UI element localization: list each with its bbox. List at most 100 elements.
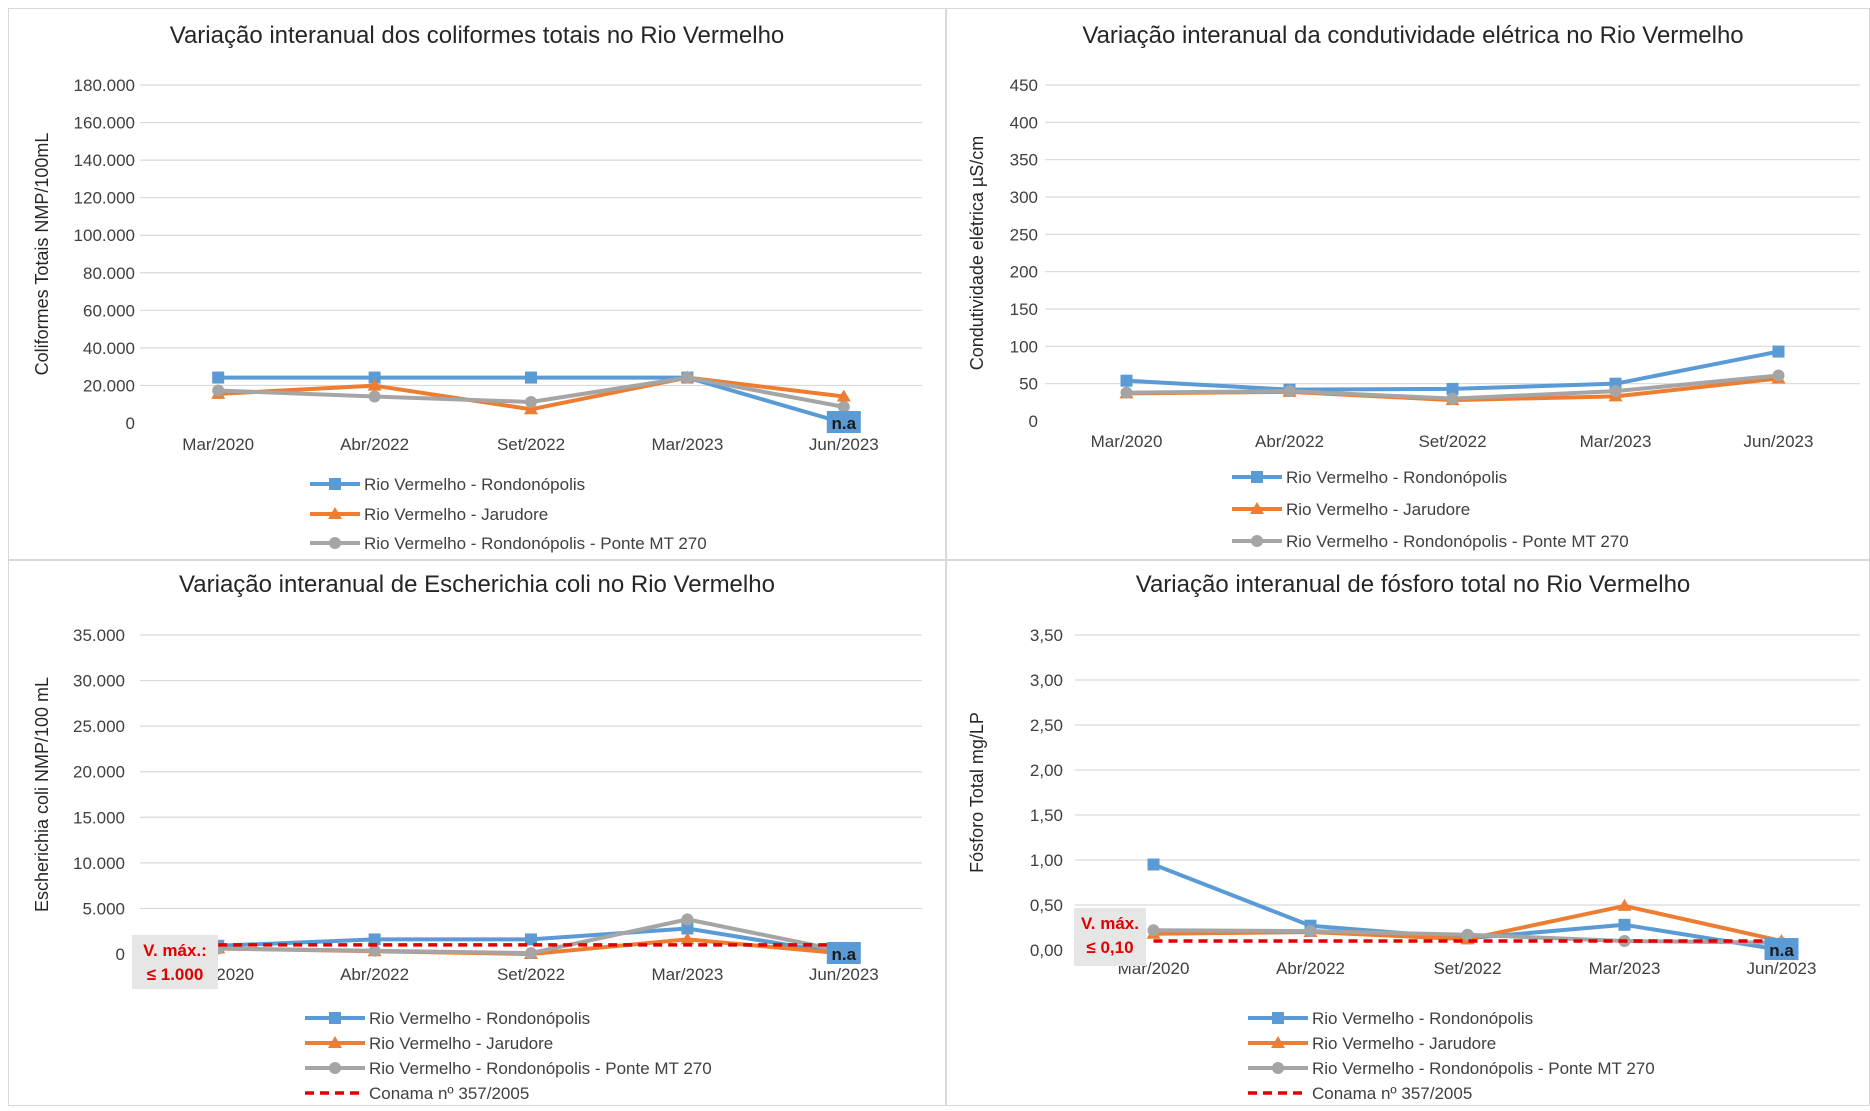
legend-marker — [329, 478, 341, 490]
data-point — [680, 932, 695, 945]
legend-marker — [328, 507, 342, 519]
data-point — [368, 371, 381, 384]
data-point — [368, 390, 381, 403]
y-tick-label: 120.000 — [74, 189, 135, 208]
data-point — [1304, 925, 1317, 938]
y-tick-label: 160.000 — [74, 114, 135, 133]
data-point — [1120, 374, 1133, 387]
y-tick-label: 30.000 — [73, 672, 125, 691]
chart-fosforo: Variação interanual de fósforo total no … — [967, 571, 1860, 1103]
y-tick-label: 400 — [1010, 113, 1038, 132]
x-tick-label: Abr/2022 — [1276, 959, 1345, 978]
data-point — [368, 944, 381, 957]
y-tick-label: 350 — [1010, 151, 1038, 170]
x-tick-label: Abr/2022 — [1255, 432, 1324, 451]
x-tick-label: Mar/2023 — [1580, 432, 1652, 451]
y-tick-label: 3,50 — [1030, 626, 1063, 645]
x-tick-label: Jun/2023 — [1747, 959, 1817, 978]
y-tick-label: 1,00 — [1030, 851, 1063, 870]
x-tick-label: Mar/2023 — [1589, 959, 1661, 978]
data-point — [1147, 858, 1160, 871]
data-point — [1461, 928, 1474, 941]
legend-label: Rio Vermelho - Rondonópolis — [369, 1009, 590, 1028]
y-axis-label: Coliformes Totais NMP/100mL — [32, 133, 52, 376]
y-tick-label: 200 — [1010, 263, 1038, 282]
y-tick-label: 2,50 — [1030, 716, 1063, 735]
na-label: n.a — [832, 945, 857, 964]
chart-title: Variação interanual dos coliformes totai… — [170, 22, 785, 49]
na-label-box — [1764, 938, 1799, 960]
y-tick-label: 0,50 — [1030, 896, 1063, 915]
legend-label: Rio Vermelho - Rondonópolis — [364, 475, 585, 494]
na-label: n.a — [1769, 941, 1794, 960]
legend-label: Conama nº 357/2005 — [369, 1084, 529, 1103]
legend-label: Rio Vermelho - Rondonópolis — [1286, 468, 1507, 487]
data-point — [525, 947, 537, 960]
data-point — [525, 371, 537, 384]
data-point — [525, 395, 537, 408]
chart-title: Variação interanual de Escherichia coli … — [179, 571, 775, 598]
y-tick-label: 250 — [1010, 225, 1038, 244]
data-point — [836, 389, 851, 402]
data-point — [1446, 382, 1459, 395]
y-axis-label: Escherichia coli NMP/100 mL — [32, 677, 52, 912]
chart-ecoli: Variação interanual de Escherichia coli … — [32, 571, 922, 1103]
chart-panel-fosforo — [946, 560, 1870, 1106]
legend-label: Rio Vermelho - Rondonópolis - Ponte MT 2… — [369, 1059, 712, 1078]
y-tick-label: 5.000 — [82, 899, 125, 918]
data-point — [1772, 369, 1785, 382]
y-tick-label: 25.000 — [73, 717, 125, 736]
legend-marker — [1251, 535, 1263, 547]
x-tick-label: Jun/2023 — [809, 965, 879, 984]
legend-marker — [329, 537, 341, 549]
legend-label: Rio Vermelho - Jarudore — [1286, 500, 1470, 519]
y-tick-label: 100.000 — [74, 226, 135, 245]
legend-marker — [1271, 1036, 1285, 1048]
x-tick-label: Mar/2023 — [651, 435, 723, 454]
y-tick-label: 0 — [116, 945, 125, 964]
y-tick-label: 15.000 — [73, 808, 125, 827]
y-tick-label: 80.000 — [83, 264, 135, 283]
data-point — [837, 400, 850, 413]
y-tick-label: 50 — [1019, 375, 1038, 394]
y-tick-label: 35.000 — [73, 626, 125, 645]
limit-label-box — [132, 935, 218, 989]
x-tick-label: Set/2022 — [497, 965, 565, 984]
x-tick-label: Jun/2023 — [809, 435, 879, 454]
x-tick-label: Set/2022 — [497, 435, 565, 454]
legend-marker — [328, 1036, 342, 1048]
x-tick-label: Jun/2023 — [1744, 432, 1814, 451]
y-tick-label: 0,00 — [1030, 941, 1063, 960]
legend-label: Rio Vermelho - Rondonópolis - Ponte MT 2… — [364, 534, 707, 553]
chart-panel-coliformes — [8, 8, 946, 560]
y-tick-label: 140.000 — [74, 151, 135, 170]
legend-marker — [1272, 1012, 1284, 1024]
legend-marker — [1250, 502, 1264, 514]
data-point — [681, 371, 694, 384]
legend-marker — [1251, 471, 1263, 483]
y-tick-label: 100 — [1010, 337, 1038, 356]
legend-label: Rio Vermelho - Jarudore — [364, 505, 548, 524]
limit-label: ≤ 1.000 — [147, 965, 204, 984]
legend-marker — [329, 1062, 341, 1074]
x-tick-label: Mar/2020 — [182, 435, 254, 454]
data-point — [1772, 345, 1785, 358]
data-point — [1446, 392, 1459, 405]
legend-label: Rio Vermelho - Jarudore — [369, 1034, 553, 1053]
data-point — [681, 913, 694, 926]
x-tick-label: Abr/2022 — [340, 965, 409, 984]
y-tick-label: 0 — [126, 414, 135, 433]
legend-label: Rio Vermelho - Jarudore — [1312, 1034, 1496, 1053]
y-tick-label: 180.000 — [74, 76, 135, 95]
x-tick-label: Abr/2022 — [340, 435, 409, 454]
limit-label: ≤ 0,10 — [1086, 938, 1133, 957]
chart-panel-ecoli — [8, 560, 946, 1106]
x-tick-label: Set/2022 — [1433, 959, 1501, 978]
y-tick-label: 2,00 — [1030, 761, 1063, 780]
y-tick-label: 20.000 — [83, 376, 135, 395]
chart-coliformes: Variação interanual dos coliformes totai… — [32, 22, 922, 553]
data-point — [368, 933, 381, 946]
y-tick-label: 1,50 — [1030, 806, 1063, 825]
chart-panel-condutividade — [946, 8, 1870, 560]
